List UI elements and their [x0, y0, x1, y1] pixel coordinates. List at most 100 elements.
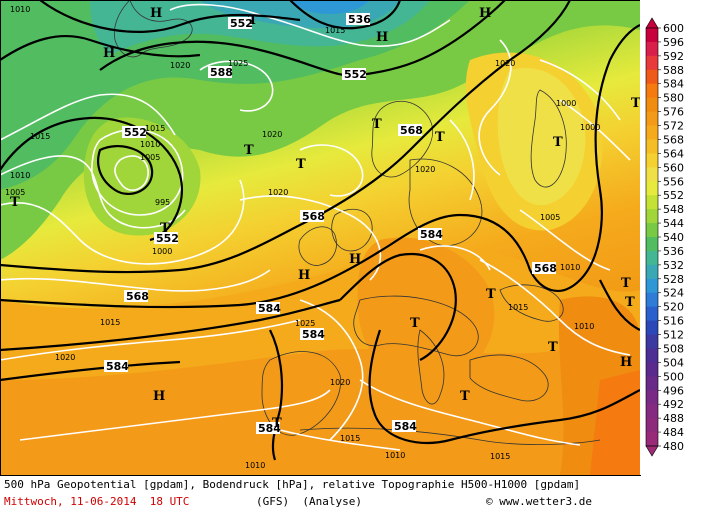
high-marker: H [153, 389, 165, 404]
low-marker: T [631, 96, 640, 111]
caption-credit: © www.wetter3.de [486, 495, 592, 508]
legend-value-label: 536 [663, 245, 684, 258]
legend-value-label: 572 [663, 120, 684, 133]
low-pressure-centers: T T T T T T T T T T T T T T T T [10, 13, 641, 431]
pressure-label: 1015 [508, 303, 528, 312]
geopotential-label: 568 [398, 124, 423, 137]
svg-text:552: 552 [156, 232, 179, 245]
legend-value-label: 560 [663, 161, 684, 174]
legend-swatch [646, 432, 658, 447]
legend-swatch [646, 250, 658, 266]
svg-text:552: 552 [344, 68, 367, 81]
geopotential-label: 568 [532, 262, 557, 275]
legend-arrow-top [645, 17, 659, 29]
geopotential-label: 568 [300, 210, 325, 223]
legend-value-label: 524 [663, 287, 684, 300]
pressure-label: 1000 [556, 99, 576, 108]
low-marker: T [486, 287, 496, 302]
legend-swatch [646, 320, 658, 336]
pressure-label: 1010 [574, 322, 594, 331]
caption-bar: 500 hPa Geopotential [gpdam], Bodendruck… [0, 475, 640, 514]
weather-map: 552 536 552 588 552 568 552 568 568 584 … [0, 0, 641, 476]
geopotential-label: 584 [418, 228, 443, 241]
legend-value-label: 548 [663, 203, 684, 216]
low-marker: T [548, 340, 558, 355]
legend-value-label: 596 [663, 36, 684, 49]
legend-swatch [646, 195, 658, 210]
svg-text:568: 568 [400, 124, 423, 137]
pressure-label: 1020 [262, 130, 282, 139]
svg-text:588: 588 [210, 66, 233, 79]
low-marker: T [435, 130, 445, 145]
legend-value-label: 508 [663, 342, 684, 355]
legend-value-label: 540 [663, 231, 684, 244]
coastlines [113, 0, 601, 445]
geopotential-label: 584 [104, 360, 129, 373]
legend-value-label: 512 [663, 329, 684, 342]
pressure-label: 1010 [140, 140, 160, 149]
legend-value-label: 480 [663, 440, 684, 453]
high-marker: H [103, 46, 115, 61]
low-marker: T [160, 221, 170, 236]
caption-date: Mittwoch, 11-06-2014 18 UTC [4, 495, 190, 508]
pressure-label: 1015 [490, 452, 510, 461]
pressure-label: 1005 [540, 213, 560, 222]
svg-text:568: 568 [302, 210, 325, 223]
contour-labels: 552 536 552 588 552 568 552 568 568 584 … [5, 5, 600, 470]
geopotential-label: 588 [208, 66, 233, 79]
legend-value-label: 568 [663, 133, 684, 146]
legend-swatch [646, 348, 658, 363]
legend-swatch [646, 390, 658, 405]
legend-value-label: 528 [663, 273, 684, 286]
isobars [0, 3, 631, 451]
svg-text:568: 568 [126, 290, 149, 303]
svg-text:552: 552 [124, 126, 147, 139]
pressure-label: 1025 [295, 319, 315, 328]
legend-value-label: 588 [663, 64, 684, 77]
pressure-label: 1005 [5, 188, 25, 197]
legend-swatch [646, 97, 658, 113]
pressure-label: 1000 [580, 123, 600, 132]
pressure-label: 1015 [145, 124, 165, 133]
legend-swatch [646, 181, 658, 196]
legend-swatch [646, 376, 658, 391]
legend-value-label: 552 [663, 189, 684, 202]
caption-model: (GFS) (Analyse) [256, 495, 362, 508]
pressure-label: 1015 [30, 132, 50, 141]
zone-528 [290, 0, 370, 14]
pressure-label: 1020 [330, 378, 350, 387]
high-marker: H [620, 355, 632, 370]
geopotential-label: 552 [342, 68, 367, 81]
svg-text:584: 584 [394, 420, 417, 433]
low-marker: T [625, 295, 635, 310]
svg-text:568: 568 [534, 262, 557, 275]
legend-value-label: 556 [663, 175, 684, 188]
low-marker: T [553, 135, 563, 150]
pressure-label: 995 [155, 198, 170, 207]
svg-text:584: 584 [302, 328, 325, 341]
legend-swatch [646, 292, 658, 308]
legend-value-label: 484 [663, 426, 684, 439]
high-marker: H [150, 6, 162, 21]
geopotential-label: 584 [300, 328, 325, 341]
geopotential-label: 584 [392, 420, 417, 433]
legend-swatch [646, 334, 658, 349]
pressure-label: 1025 [228, 59, 248, 68]
geopotential-label: 552 [122, 126, 147, 139]
svg-text:536: 536 [348, 13, 371, 26]
high-marker: H [298, 268, 310, 283]
pressure-label: 1015 [100, 318, 120, 327]
svg-text:584: 584 [420, 228, 443, 241]
legend-value-label: 500 [663, 370, 684, 383]
caption-title: 500 hPa Geopotential [gpdam], Bodendruck… [4, 478, 581, 491]
legend-swatch [646, 139, 658, 154]
weather-map-svg: 552 536 552 588 552 568 552 568 568 584 … [0, 0, 641, 475]
legend-swatch [646, 69, 658, 85]
pressure-label: 1010 [10, 171, 30, 180]
pressure-label: 1015 [340, 434, 360, 443]
low-marker: T [10, 195, 20, 210]
svg-text:584: 584 [258, 302, 281, 315]
legend-value-label: 584 [663, 78, 684, 91]
legend-swatch [646, 111, 658, 127]
legend-value-label: 580 [663, 92, 684, 105]
